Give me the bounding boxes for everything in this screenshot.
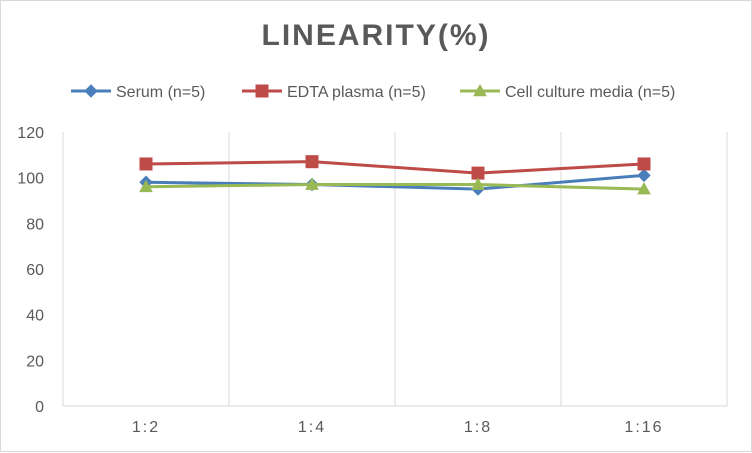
legend-marker xyxy=(473,83,487,97)
y-tick-label: 100 xyxy=(17,171,44,188)
series-3 xyxy=(139,177,651,195)
data-point xyxy=(471,177,485,190)
y-tick-label: 60 xyxy=(26,262,44,279)
legend-label: Serum (n=5) xyxy=(116,84,205,101)
data-point xyxy=(637,157,651,171)
data-point xyxy=(139,157,153,171)
data-point xyxy=(305,155,319,169)
x-tick-label: 1:2 xyxy=(132,419,160,436)
legend-marker xyxy=(255,84,269,98)
legend-label: Cell culture media (n=5) xyxy=(505,84,675,101)
data-point xyxy=(305,177,319,190)
series-line xyxy=(145,173,645,191)
x-tick-label: 1:4 xyxy=(298,419,326,436)
data-point xyxy=(139,179,153,193)
x-tick-label: 1:16 xyxy=(624,419,663,436)
series-2 xyxy=(139,155,651,180)
legend-label: EDTA plasma (n=5) xyxy=(287,84,426,101)
series-line xyxy=(145,183,645,191)
data-point xyxy=(637,182,651,195)
y-tick-label: 80 xyxy=(26,216,44,233)
legend-item: Cell culture media (n=5) xyxy=(460,83,675,101)
series-line xyxy=(145,160,645,175)
data-point xyxy=(637,168,651,183)
y-tick-label: 120 xyxy=(17,125,44,142)
y-tick-label: 0 xyxy=(35,399,44,416)
legend-item: EDTA plasma (n=5) xyxy=(242,84,426,101)
y-tick-label: 40 xyxy=(26,308,44,325)
legend-marker xyxy=(84,84,98,98)
data-point xyxy=(471,166,485,180)
legend-item: Serum (n=5) xyxy=(71,84,205,101)
y-tick-label: 20 xyxy=(26,353,44,370)
chart-title: LINEARITY(%) xyxy=(261,19,491,52)
x-tick-label: 1:8 xyxy=(464,419,492,436)
